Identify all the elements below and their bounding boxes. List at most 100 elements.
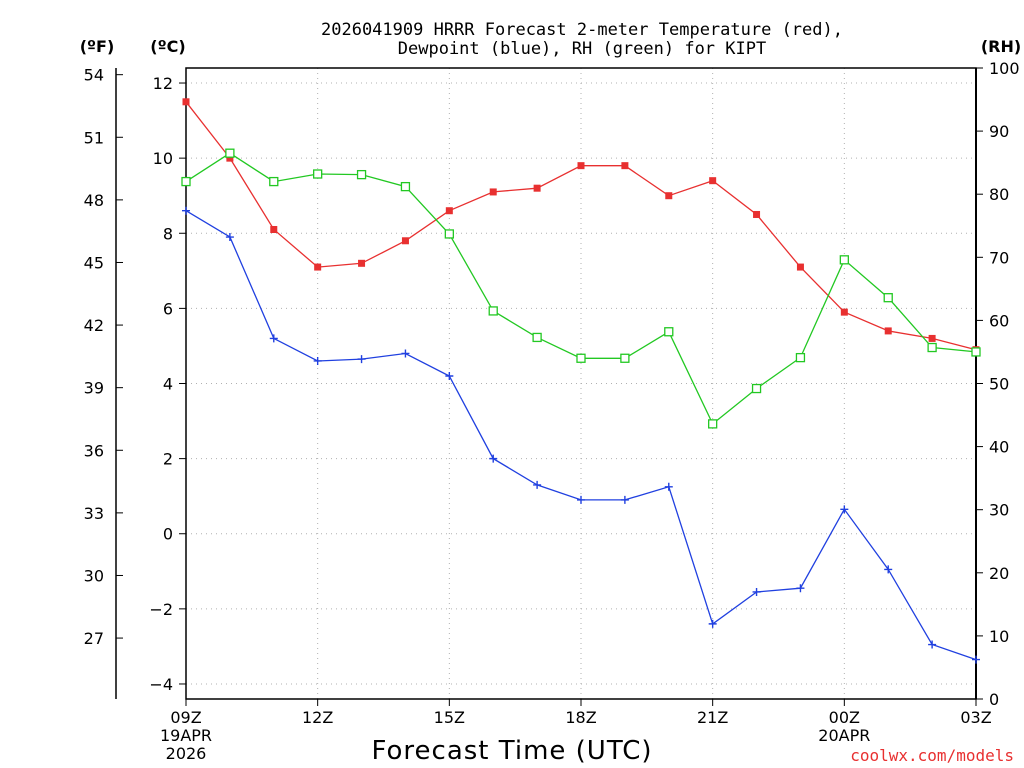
- rh-tick-label: 60: [989, 311, 1009, 330]
- temperature-point: [445, 207, 453, 215]
- rh-point: [751, 383, 762, 394]
- x-tick-label: 18Z: [565, 708, 596, 727]
- temperature-point: [884, 327, 892, 335]
- credit-label: coolwx.com/models: [850, 746, 1014, 765]
- x-tick-label: 03Z: [960, 708, 991, 727]
- fahrenheit-tick-label: 51: [84, 128, 104, 147]
- temperature-point: [226, 154, 234, 162]
- rh-point: [532, 332, 542, 343]
- rh-tick-label: 0: [989, 690, 999, 709]
- temperature-point: [796, 263, 804, 271]
- rh-point: [927, 342, 937, 353]
- fahrenheit-tick-label: 45: [84, 253, 104, 272]
- celsius-tick-label: −2: [149, 600, 173, 619]
- dewpoint-point: [708, 619, 717, 628]
- rh-point: [444, 229, 454, 239]
- rh-tick-label: 80: [989, 185, 1009, 204]
- rh-point: [313, 169, 323, 179]
- temperature-point: [489, 188, 497, 196]
- fahrenheit-tick-label: 33: [84, 504, 104, 523]
- rh-point: [620, 353, 630, 363]
- rh-point: [971, 347, 981, 357]
- dewpoint-point: [620, 495, 629, 504]
- celsius-tick-label: −4: [149, 675, 173, 694]
- x-axis-label: Forecast Time (UTC): [371, 736, 652, 766]
- x-tick-label: 15Z: [434, 708, 465, 727]
- rh-unit-label: (RH): [981, 37, 1021, 56]
- temperature-point: [533, 184, 541, 192]
- rh-point: [488, 306, 498, 316]
- dewpoint-point: [664, 482, 673, 491]
- fahrenheit-tick-label: 30: [84, 566, 104, 585]
- chart-title-line2: Dewpoint (blue), RH (green) for KIPT: [398, 39, 766, 59]
- celsius-tick-label: 0: [163, 525, 173, 544]
- x-tick-date-label: 19APR: [160, 726, 212, 745]
- fahrenheit-tick-label: 39: [84, 379, 104, 398]
- temperature-point: [182, 98, 190, 106]
- rh-tick-label: 40: [989, 438, 1009, 457]
- rh-point: [883, 293, 893, 303]
- fahrenheit-tick-label: 42: [84, 316, 104, 335]
- rh-tick-label: 100: [989, 59, 1020, 78]
- rh-point: [269, 176, 279, 187]
- rh-point: [225, 148, 235, 158]
- dewpoint-point: [357, 355, 366, 364]
- series-layer: [181, 98, 981, 664]
- rh-point: [795, 352, 806, 363]
- grid-layer: [185, 68, 977, 699]
- rh-tick-label: 10: [989, 627, 1009, 646]
- x-tick-date-label: 20APR: [818, 726, 870, 745]
- temperature-point: [401, 237, 409, 245]
- rh-point: [839, 255, 849, 265]
- x-tick-label: 21Z: [697, 708, 728, 727]
- dewpoint-point: [401, 349, 410, 358]
- rh-tick-label: 70: [989, 248, 1009, 267]
- rh-tick-label: 20: [989, 564, 1009, 583]
- temperature-point: [709, 177, 717, 185]
- dewpoint-point: [840, 505, 849, 514]
- rh-tick-label: 90: [989, 122, 1009, 141]
- fahrenheit-tick-label: 54: [84, 66, 104, 85]
- rh-point: [708, 419, 718, 429]
- x-tick-label: 09Z: [170, 708, 201, 727]
- dewpoint-point: [752, 587, 761, 596]
- celsius-tick-label: 4: [163, 375, 173, 394]
- celsius-tick-label: 8: [163, 224, 173, 243]
- dewpoint-point: [269, 334, 278, 343]
- temperature-point: [753, 210, 761, 218]
- fahrenheit-tick-label: 36: [84, 441, 104, 460]
- celsius-tick-label: 10: [153, 149, 173, 168]
- chart-title-line1: 2026041909 HRRR Forecast 2-meter Tempera…: [321, 20, 843, 40]
- temperature-point: [577, 162, 585, 170]
- x-tick-label: 00Z: [829, 708, 860, 727]
- dewpoint-point: [533, 480, 542, 489]
- dewpoint-point: [577, 495, 585, 504]
- temperature-point: [665, 192, 673, 200]
- dewpoint-point: [313, 356, 322, 365]
- fahrenheit-unit-label: (ºF): [80, 37, 115, 56]
- celsius-tick-label: 6: [163, 299, 173, 318]
- axes-layer: −4 −2 0 2 4 6 8 10 12 27 30 33 36 39 42 45 48 51 54 0 10 20 30…: [84, 59, 1020, 763]
- rh-point: [400, 181, 411, 192]
- dewpoint-point: [796, 584, 805, 593]
- rh-point: [356, 169, 367, 180]
- celsius-tick-label: 12: [153, 74, 173, 93]
- rh-point: [181, 176, 191, 187]
- temperature-point: [358, 259, 366, 267]
- temperature-point: [621, 162, 629, 170]
- dewpoint-point: [884, 565, 893, 574]
- x-tick-year-label: 2026: [166, 744, 207, 763]
- celsius-tick-label: 2: [163, 450, 173, 469]
- rh-tick-label: 30: [989, 501, 1009, 520]
- celsius-unit-label: (ºC): [150, 37, 185, 56]
- dewpoint-point: [972, 655, 980, 664]
- temperature-point: [840, 308, 848, 316]
- rh-tick-label: 50: [989, 375, 1009, 394]
- temperature-point: [928, 334, 936, 342]
- dewpoint-point: [928, 640, 937, 649]
- dewpoint-point: [225, 233, 234, 242]
- fahrenheit-tick-label: 27: [84, 629, 104, 648]
- fahrenheit-tick-label: 48: [84, 191, 104, 210]
